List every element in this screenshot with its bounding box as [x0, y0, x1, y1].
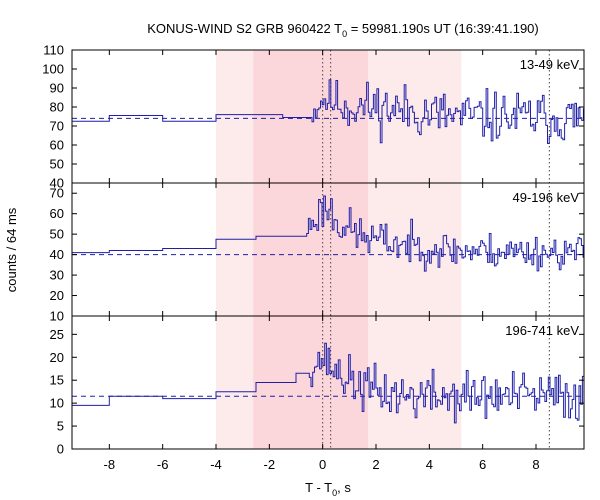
- panel-1-energy-band-label: 13-49 keV: [520, 57, 580, 72]
- xtick-label: 4: [426, 457, 433, 472]
- xtick-label: 2: [372, 457, 379, 472]
- xtick-label: -8: [104, 457, 116, 472]
- panel-3-ytick-label: 5: [57, 419, 64, 434]
- panel-1-light-curve: [72, 79, 584, 144]
- x-axis-label-subscript: 0: [332, 488, 337, 498]
- panel-2-ytick-label: 20: [50, 288, 64, 303]
- panel-3-frame: [71, 315, 585, 450]
- chart-title-prefix: KONUS-WIND S2 GRB 960422 T: [147, 21, 342, 36]
- shaded-interval-dark: [253, 50, 368, 449]
- tick-marks: [72, 49, 584, 450]
- panel-frames: [71, 49, 585, 450]
- panel-2-ytick-label: 50: [50, 227, 64, 242]
- panel-1-ytick-label: 70: [50, 119, 64, 134]
- dotted-markers: [322, 50, 550, 449]
- panel-3-energy-band-label: 196-741 keV: [505, 323, 579, 338]
- xtick-label: 0: [319, 457, 326, 472]
- panel-2-ytick-label: 70: [50, 186, 64, 201]
- panel-1-ytick-label: 50: [50, 157, 64, 172]
- panel-1-ytick-label: 80: [50, 100, 64, 115]
- panel-3-ytick-label: 10: [50, 396, 64, 411]
- panel-1-ytick-label: 60: [50, 138, 64, 153]
- chart-title: KONUS-WIND S2 GRB 960422 T0 = 59981.190s…: [147, 21, 539, 39]
- panel-2-ytick-label: 40: [50, 247, 64, 262]
- panel-2-light-curve: [72, 195, 584, 272]
- y-axis-label: counts / 64 ms: [4, 207, 19, 292]
- panel-2-ytick-label: 60: [50, 206, 64, 221]
- light-curves: [72, 79, 584, 424]
- xtick-label: -4: [210, 457, 222, 472]
- panel-3-ytick-label: 25: [50, 327, 64, 342]
- panel-3-ytick-label: 20: [50, 350, 64, 365]
- panel-1-ytick-label: 90: [50, 81, 64, 96]
- panel-2-ytick-label: 30: [50, 268, 64, 283]
- panel-2-energy-band-label: 49-196 keV: [513, 190, 580, 205]
- panel-1-ytick-label: 100: [42, 62, 64, 77]
- panel-1-ytick-label: 110: [43, 43, 64, 58]
- panel-2-ytick-label: 10: [50, 309, 64, 324]
- panel-3-ytick-label: 0: [57, 442, 64, 457]
- xtick-label: 6: [479, 457, 486, 472]
- panel-1-ytick-label: 40: [50, 176, 64, 191]
- panel-3-ytick-label: 15: [50, 373, 64, 388]
- xtick-label: -6: [157, 457, 169, 472]
- x-axis-label-prefix: T - T: [305, 480, 332, 495]
- xtick-label: 8: [532, 457, 539, 472]
- panel-3-light-curve: [72, 342, 584, 424]
- chart-title-suffix: = 59981.190s UT (16:39:41.190): [347, 21, 539, 36]
- x-axis-label-suffix: , s: [337, 480, 351, 495]
- xtick-label: -2: [264, 457, 276, 472]
- x-axis-label: T - T0, s: [305, 480, 351, 498]
- chart-title-subscript: 0: [342, 29, 347, 39]
